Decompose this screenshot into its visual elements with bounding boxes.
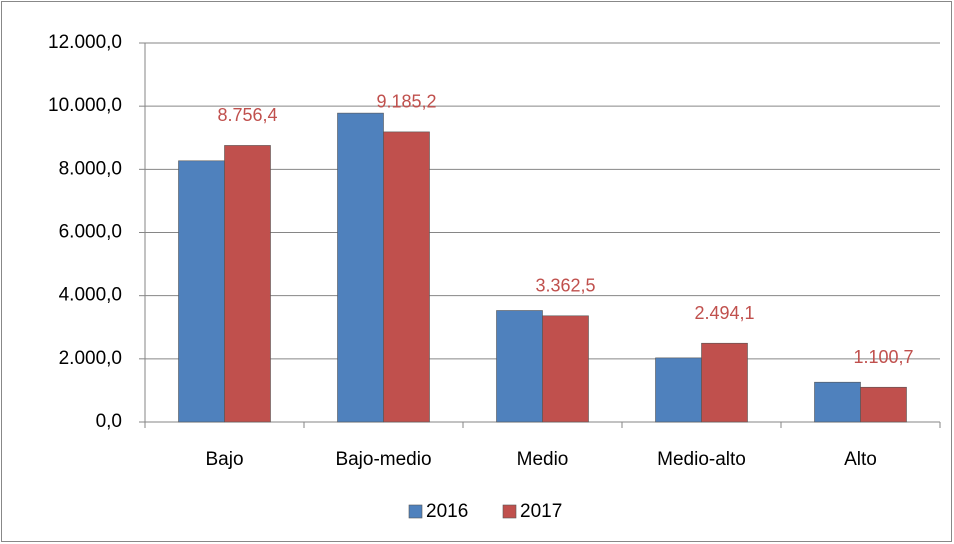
data-label: 9.185,2 bbox=[376, 92, 436, 112]
data-label: 3.362,5 bbox=[535, 276, 595, 296]
x-tick-label: Bajo bbox=[205, 449, 243, 470]
bar bbox=[496, 310, 543, 423]
bar bbox=[383, 131, 430, 423]
legend-swatch bbox=[408, 504, 423, 519]
bar bbox=[178, 160, 225, 423]
legend-label: 2016 bbox=[426, 501, 468, 522]
data-label: 2.494,1 bbox=[694, 303, 754, 323]
bar bbox=[701, 342, 748, 423]
bar bbox=[337, 112, 384, 423]
bar bbox=[542, 315, 589, 423]
y-tick-label: 0,0 bbox=[96, 411, 122, 432]
legend-label: 2017 bbox=[520, 501, 562, 522]
data-label: 1.100,7 bbox=[853, 347, 913, 367]
y-tick-label: 6.000,0 bbox=[59, 222, 122, 243]
x-tick-label: Alto bbox=[844, 449, 877, 470]
bar bbox=[814, 381, 861, 423]
x-tick-label: Medio bbox=[517, 449, 569, 470]
y-tick-label: 12.000,0 bbox=[48, 32, 122, 53]
x-tick-label: Medio-alto bbox=[657, 449, 746, 470]
data-label: 8.756,4 bbox=[217, 105, 277, 125]
bar bbox=[655, 357, 702, 423]
bar bbox=[224, 145, 271, 423]
x-tick-label: Bajo-medio bbox=[335, 449, 431, 470]
y-tick-label: 4.000,0 bbox=[59, 285, 122, 306]
y-tick-label: 10.000,0 bbox=[48, 95, 122, 116]
y-tick-label: 8.000,0 bbox=[59, 158, 122, 179]
bar bbox=[860, 386, 907, 423]
legend-swatch bbox=[502, 504, 517, 519]
y-tick-label: 2.000,0 bbox=[59, 348, 122, 369]
